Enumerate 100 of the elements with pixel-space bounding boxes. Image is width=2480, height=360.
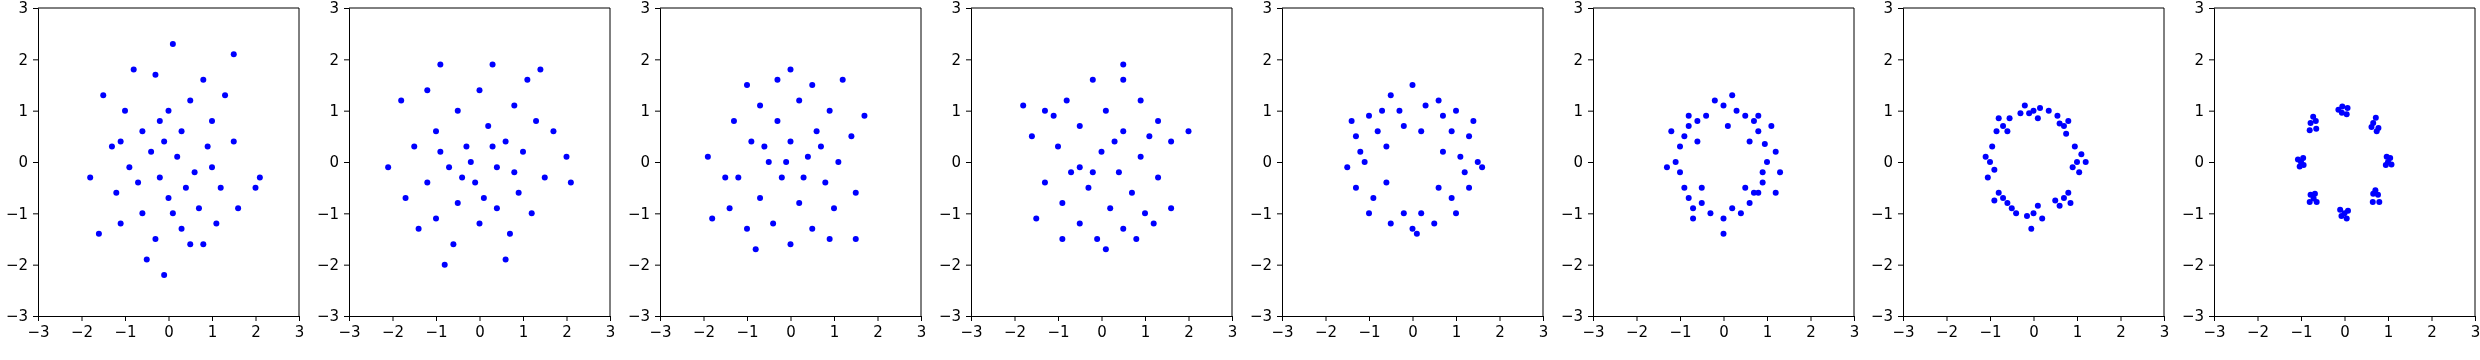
- y-tick-label: −3: [1249, 307, 1272, 326]
- x-tick-label: −1: [425, 322, 448, 341]
- y-tick-label: −2: [938, 255, 961, 274]
- y-tick-label: −1: [1560, 204, 1583, 223]
- y-tick-label: 0: [1883, 153, 1894, 172]
- x-tick-label: 3: [605, 322, 616, 341]
- x-tick-label: −1: [1047, 322, 1070, 341]
- y-tick-label: −1: [2182, 204, 2205, 223]
- y-tick-label: −2: [627, 255, 650, 274]
- x-tick-label: −2: [381, 322, 404, 341]
- y-tick-label: 2: [329, 50, 339, 69]
- x-tick-label: 0: [164, 322, 174, 341]
- x-tick-label: −2: [1314, 322, 1337, 341]
- x-tick-label: 0: [786, 322, 796, 341]
- y-tick-label: 3: [1262, 0, 1272, 18]
- y-tick-label: 0: [18, 153, 28, 172]
- x-tick-label: 3: [1849, 322, 1859, 341]
- x-tick-label: −1: [1358, 322, 1381, 341]
- y-tick-label: −3: [1560, 307, 1583, 326]
- y-tick-label: −3: [2182, 307, 2205, 326]
- y-tick-label: −2: [2182, 255, 2205, 274]
- y-tick-label: 2: [1262, 50, 1272, 69]
- x-tick-label: 1: [1762, 322, 1772, 341]
- y-tick-label: −3: [1871, 307, 1894, 326]
- x-tick-label: 0: [1407, 322, 1418, 341]
- x-tick-label: 1: [207, 322, 218, 341]
- y-tick-label: 2: [951, 50, 961, 69]
- x-tick-label: −1: [1668, 322, 1692, 341]
- y-tick-label: −3: [5, 307, 28, 326]
- y-tick-label: −1: [5, 204, 28, 223]
- y-tick-label: −1: [627, 204, 650, 223]
- x-tick-label: −1: [2290, 322, 2313, 341]
- x-tick-label: −2: [70, 322, 94, 341]
- y-tick-label: 2: [640, 50, 650, 69]
- x-tick-label: 2: [1805, 322, 1816, 341]
- x-tick-label: 0: [1718, 322, 1729, 341]
- y-tick-label: 1: [640, 101, 650, 120]
- y-tick-label: 2: [18, 50, 28, 69]
- x-tick-label: 2: [562, 322, 572, 341]
- x-tick-label: 3: [2160, 322, 2170, 341]
- y-tick-label: −3: [938, 307, 961, 326]
- x-tick-label: 1: [1451, 322, 1461, 341]
- y-tick-label: 2: [1883, 50, 1894, 69]
- x-tick-label: 3: [1227, 322, 1237, 341]
- x-tick-label: 1: [2384, 322, 2394, 341]
- y-tick-label: 1: [1883, 101, 1894, 120]
- x-tick-label: 1: [2073, 322, 2083, 341]
- y-tick-label: 1: [2194, 101, 2205, 120]
- y-tick-label: 2: [1572, 50, 1583, 69]
- x-tick-label: 2: [873, 322, 883, 341]
- y-tick-label: −2: [1249, 255, 1272, 274]
- y-tick-label: 1: [951, 101, 961, 120]
- x-tick-label: 3: [1538, 322, 1548, 341]
- x-tick-label: −2: [1936, 322, 1959, 341]
- y-tick-label: −2: [1560, 255, 1583, 274]
- x-tick-label: 1: [518, 322, 529, 341]
- y-tick-label: 0: [951, 153, 961, 172]
- x-tick-label: 2: [1183, 322, 1194, 341]
- y-tick-label: 3: [1883, 0, 1894, 18]
- x-tick-label: 1: [829, 322, 840, 341]
- x-tick-label: −1: [736, 322, 759, 341]
- x-tick-label: −2: [1625, 322, 1648, 341]
- y-tick-label: 3: [2194, 0, 2205, 18]
- x-tick-label: 3: [2471, 322, 2480, 341]
- y-tick-label: 1: [18, 101, 28, 120]
- y-tick-label: −3: [316, 307, 339, 326]
- y-tick-label: −2: [5, 255, 28, 274]
- y-tick-label: 1: [1262, 101, 1272, 120]
- y-tick-label: 0: [1572, 153, 1583, 172]
- y-tick-label: 0: [1262, 153, 1272, 172]
- y-tick-label: 3: [640, 0, 650, 18]
- y-tick-label: 1: [1572, 101, 1583, 120]
- x-tick-label: 2: [1494, 322, 1505, 341]
- x-tick-label: 3: [294, 322, 305, 341]
- y-tick-label: 0: [640, 153, 650, 172]
- x-tick-label: −2: [692, 322, 715, 341]
- x-tick-label: −2: [2247, 322, 2270, 341]
- y-tick-label: 0: [2194, 153, 2205, 172]
- y-tick-label: −1: [1249, 204, 1272, 223]
- x-tick-label: −2: [1003, 322, 1026, 341]
- y-tick-label: 3: [951, 0, 961, 18]
- x-tick-label: 0: [475, 322, 485, 341]
- y-tick-label: 1: [329, 101, 339, 120]
- x-tick-label: 2: [2427, 322, 2438, 341]
- y-tick-label: −1: [938, 204, 961, 223]
- y-tick-label: 2: [2194, 50, 2205, 69]
- x-tick-label: −1: [1979, 322, 2002, 341]
- y-tick-label: −1: [1871, 204, 1894, 223]
- x-tick-label: 3: [916, 322, 927, 341]
- x-tick-label: 2: [2116, 322, 2127, 341]
- y-tick-label: −3: [627, 307, 650, 326]
- y-tick-label: 3: [18, 0, 28, 18]
- y-tick-label: −2: [316, 255, 339, 274]
- y-tick-label: 3: [1572, 0, 1583, 18]
- x-tick-label: 1: [1140, 322, 1150, 341]
- x-tick-label: 0: [1096, 322, 1107, 341]
- y-tick-label: 3: [329, 0, 339, 18]
- y-tick-label: −1: [316, 204, 339, 223]
- y-tick-label: −2: [1871, 255, 1894, 274]
- y-tick-label: 0: [329, 153, 339, 172]
